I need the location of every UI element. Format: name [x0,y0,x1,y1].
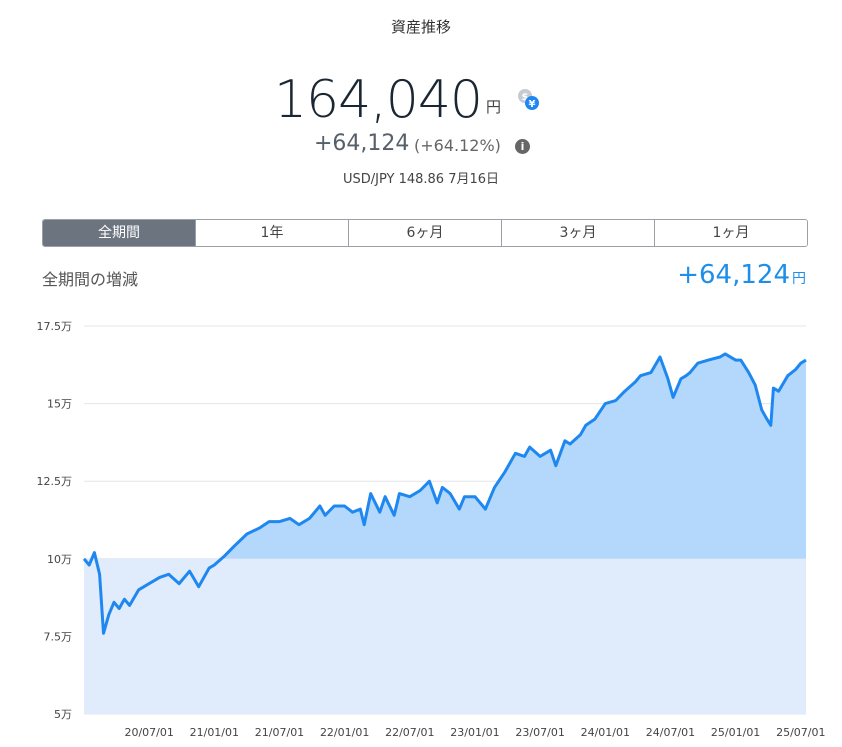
fx-rate: USD/JPY 148.86 7月16日 [342,172,500,187]
total-change-percent: (+64.12%) [414,136,501,155]
tab-1-month[interactable]: 1ヶ月 [654,220,807,246]
y-tick-label: 17.5万 [37,320,73,333]
tab-3-months[interactable]: 3ヶ月 [501,220,654,246]
period-change-amount: +64,124 [677,260,790,290]
svg-text:$: $ [522,92,529,103]
page-title: 資産推移 [390,18,451,36]
info-icon[interactable]: i [515,139,530,154]
y-tick-label: 7.5万 [44,630,73,643]
y-tick-label: 15万 [47,398,72,411]
x-tick-label: 22/07/01 [385,726,434,739]
chart-areas [82,352,807,714]
gain-area [84,353,806,559]
x-tick-label: 21/01/01 [190,726,239,739]
total-value-row: 164,040 円 $ ¥ [0,70,842,130]
currency-exchange-icon[interactable]: $ ¥ [516,86,542,114]
x-tick-label: 21/07/01 [255,726,304,739]
tab-1-year[interactable]: 1年 [195,220,348,246]
svg-text:¥: ¥ [529,99,536,110]
period-change-unit: 円 [792,271,806,287]
x-tick-label: 23/07/01 [515,726,564,739]
tab-all-period[interactable]: 全期間 [43,220,195,246]
total-change: +64,124 [314,131,410,156]
x-tick-label: 20/07/01 [124,726,173,739]
asset-value-line [82,352,807,635]
total-value: 164,040 [273,70,483,130]
tab-6-months[interactable]: 6ヶ月 [348,220,501,246]
baseline-area [84,558,806,714]
x-axis-ticks: 20/07/01 21/01/01 21/07/01 22/01/01 22/07/01… [124,726,825,739]
period-change-label: 全期間の増減 [42,270,139,289]
x-tick-label: 24/01/01 [581,726,630,739]
y-tick-label: 10万 [47,553,72,566]
total-change-row: +64,124 (+64.12%) i [0,131,842,161]
total-value-unit: 円 [486,98,502,116]
period-change-value: +64,124 円 [677,260,806,290]
x-tick-label: 25/01/01 [711,726,760,739]
x-tick-label: 24/07/01 [646,726,695,739]
x-tick-label: 22/01/01 [320,726,369,739]
y-tick-label: 12.5万 [37,475,73,488]
x-tick-label: 23/01/01 [450,726,499,739]
x-tick-label: 25/07/01 [776,726,825,739]
y-tick-label: 5万 [54,708,72,721]
period-tabs: 全期間 1年 6ヶ月 3ヶ月 1ヶ月 [42,219,808,247]
y-axis-ticks: 5万 7.5万 10万 12.5万 15万 17.5万 [37,320,73,721]
